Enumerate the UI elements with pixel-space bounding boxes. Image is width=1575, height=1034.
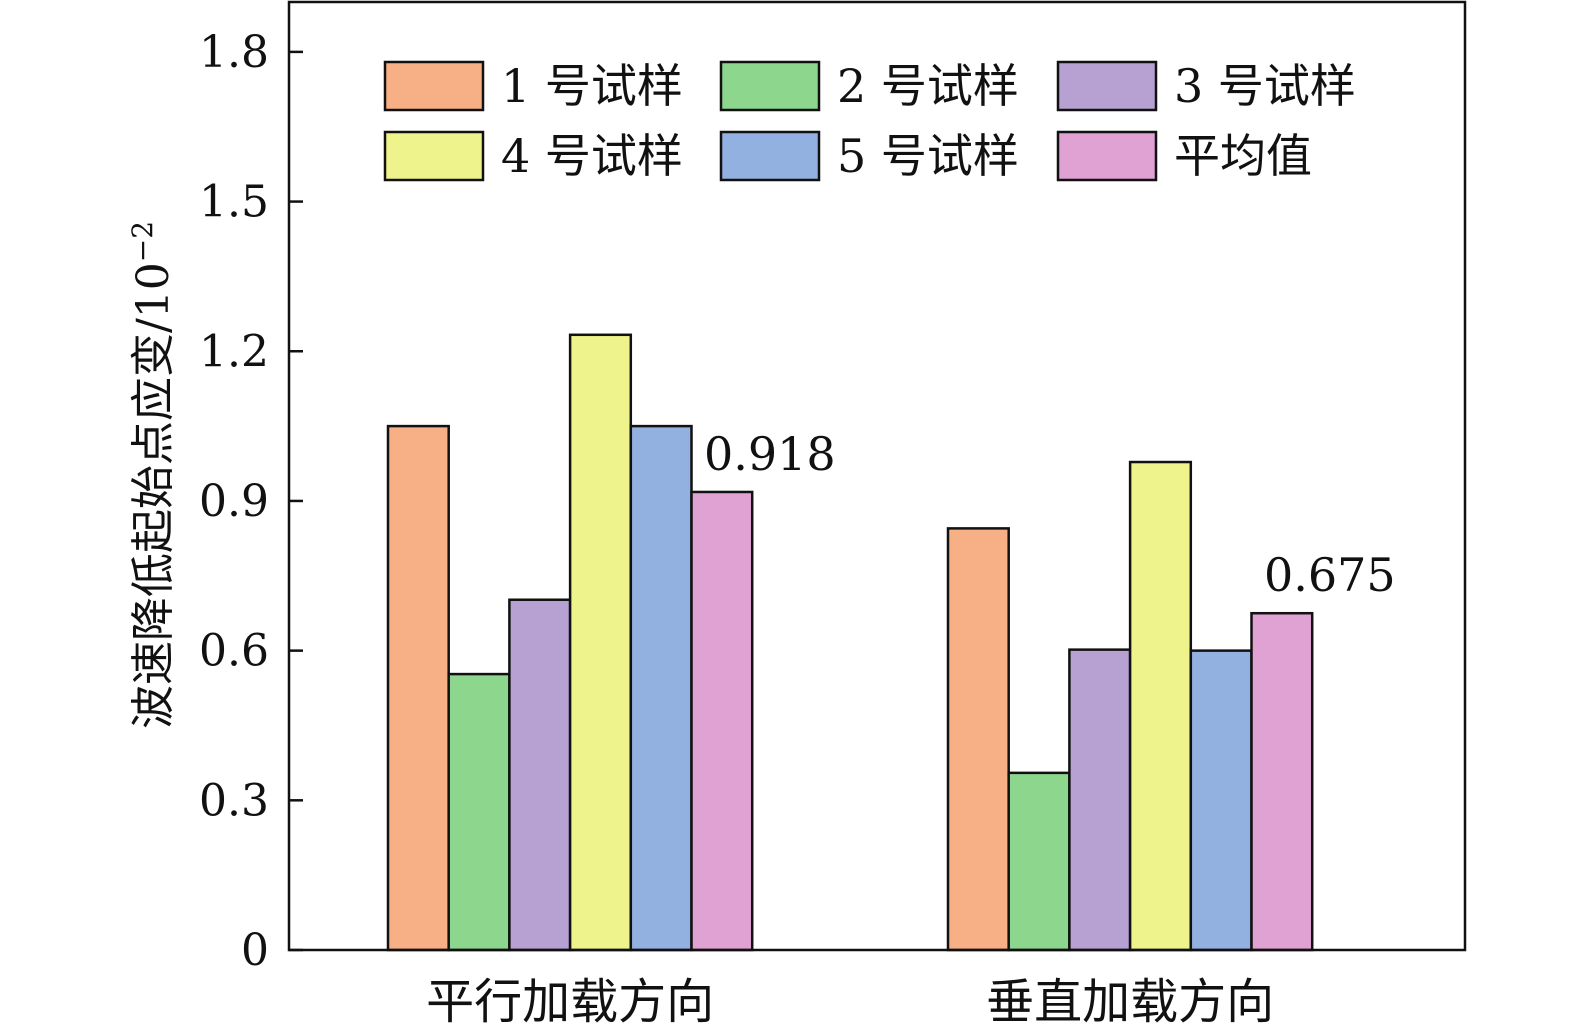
bar [1128,460,1193,952]
legend-label: 2 号试样 [837,59,1019,113]
y-tick-label: 1.8 [199,27,269,78]
legend-label: 平均值 [1174,129,1312,183]
bar [508,598,572,952]
legend-swatch [383,130,485,182]
bar [386,424,450,952]
bar [1068,648,1132,952]
legend-swatch [1056,60,1158,112]
y-tick-label: 0.9 [199,476,269,527]
bar [946,527,1010,952]
bar [690,490,754,952]
y-axis-title: 波速降低起始点应变/10−2 [126,221,179,729]
bar [447,672,511,952]
bar [1189,649,1253,952]
legend-swatch [383,60,485,112]
category-labels-group: 平行加载方向 垂直加载方向 [426,974,1274,1030]
y-tick-label: 1.5 [199,177,269,228]
category-label: 平行加载方向 [426,974,714,1030]
y-axis-label: 波速降低起始点应变/10 [128,262,179,729]
plot-frame [287,0,1467,952]
legend-swatch [1056,130,1158,182]
data-labels-group: 0.918 0.675 [704,427,1396,602]
data-label: 0.918 [704,427,836,481]
bar [629,424,693,952]
bars-group [386,333,1314,952]
legend-swatch [719,130,821,182]
data-label: 0.675 [1264,548,1396,602]
category-label: 垂直加载方向 [986,974,1274,1030]
bar [1250,611,1314,952]
y-tick-label: 0.6 [199,626,269,677]
y-tick-label: 0.3 [199,775,269,826]
legend: 1 号试样 2 号试样 3 号试样 4 号试样 5 号试样 平均值 [383,59,1356,183]
legend-label: 3 号试样 [1174,59,1356,113]
y-tick-label: 0 [241,925,269,976]
bar [1007,771,1071,952]
legend-label: 1 号试样 [501,59,683,113]
legend-swatch [719,60,821,112]
y-axis-ticks: 0 0.3 0.6 0.9 1.2 1.5 1.8 [199,27,303,976]
y-axis-exponent: −2 [126,221,159,262]
bar [568,333,633,952]
svg-text:波速降低起始点应变/10−2: 波速降低起始点应变/10−2 [126,221,179,729]
y-tick-label: 1.2 [199,326,269,377]
legend-label: 4 号试样 [501,129,683,183]
legend-label: 5 号试样 [837,129,1019,183]
